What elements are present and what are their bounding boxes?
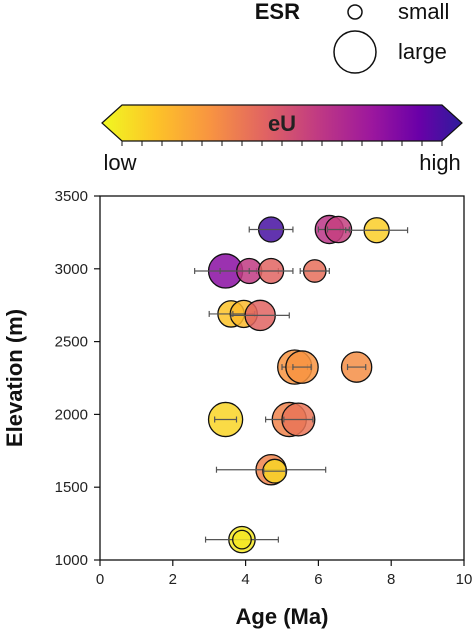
y-tick-label: 3000 [55, 261, 88, 278]
data-point [248, 257, 294, 285]
data-point [281, 402, 316, 437]
y-tick-label: 3500 [55, 188, 88, 205]
data-point [340, 351, 373, 383]
data-point [248, 216, 294, 243]
data-point-marker [232, 529, 252, 550]
data-point [299, 259, 330, 283]
colorbar: eU low high [101, 104, 463, 175]
y-tick-label: 1500 [55, 479, 88, 496]
data-point [232, 529, 252, 550]
y-tick-label: 1000 [55, 552, 88, 569]
colorbar-low-label: low [103, 150, 136, 175]
x-tick-label: 6 [314, 571, 322, 588]
x-tick-labels: 0 2 4 6 8 10 [96, 571, 473, 588]
y-tick-label: 2000 [55, 406, 88, 423]
colorbar-high-label: high [419, 150, 461, 175]
colorbar-ticks [121, 141, 443, 146]
plot-area [99, 195, 465, 561]
size-legend: ESR small large [255, 0, 449, 74]
colorbar-label: eU [268, 111, 296, 136]
y-axis-title: Elevation (m) [2, 309, 27, 447]
legend-large-marker [333, 30, 377, 74]
x-tick-label: 4 [241, 571, 249, 588]
data-point [345, 217, 409, 244]
data-point [262, 458, 288, 484]
data-point [324, 215, 353, 244]
x-tick-label: 2 [169, 571, 177, 588]
x-tick-label: 10 [456, 571, 473, 588]
data-point [207, 401, 244, 438]
data-point [285, 350, 319, 384]
legend-large-label: large [398, 39, 447, 64]
y-tick-label: 2500 [55, 334, 88, 351]
y-tick-labels: 1000 1500 2000 2500 3000 3500 [55, 188, 88, 569]
x-tick-label: 0 [96, 571, 104, 588]
legend-small-label: small [398, 0, 449, 24]
legend-title: ESR [255, 0, 300, 24]
x-axis-title: Age (Ma) [236, 604, 329, 629]
tick-marks [94, 195, 465, 566]
points-layer [194, 214, 409, 554]
x-tick-label: 8 [387, 571, 395, 588]
data-point [230, 299, 290, 332]
legend-small-marker [347, 4, 363, 20]
